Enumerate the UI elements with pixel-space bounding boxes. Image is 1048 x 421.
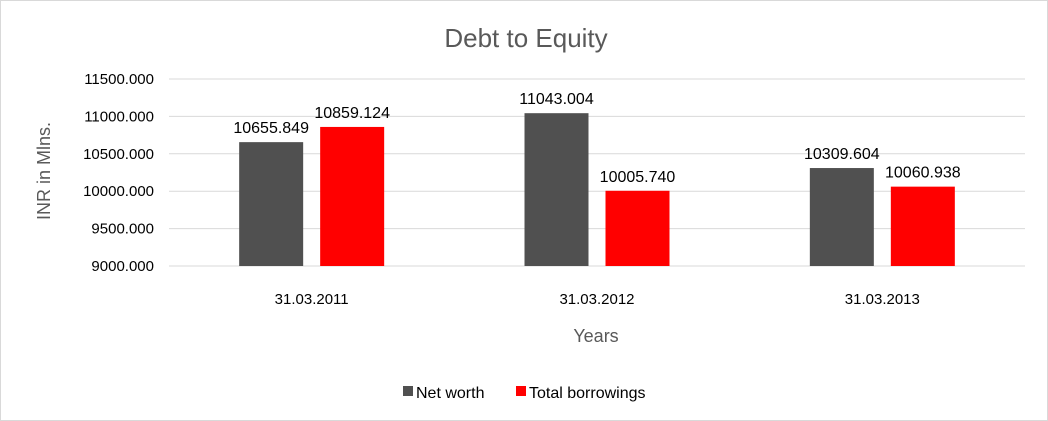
y-axis-ticks: 9000.000 9500.000 10000.000 10500.000 11000.… <box>83 71 154 275</box>
bar-net-worth <box>239 142 304 266</box>
y-tick-label: 9500.000 <box>91 221 154 238</box>
data-labels: 10655.849 10859.124 11043.004 10005.740 1030… <box>233 91 960 186</box>
legend-swatch <box>516 386 526 396</box>
data-label: 10309.604 <box>804 146 880 163</box>
bar-total-borrowings <box>890 186 955 266</box>
x-category-label: 31.03.2011 <box>275 291 349 308</box>
legend-swatch <box>403 386 413 396</box>
legend-label: Net worth <box>416 385 484 402</box>
data-label: 10005.740 <box>600 169 676 186</box>
y-tick-label: 10500.000 <box>83 146 154 163</box>
bar-total-borrowings <box>605 190 670 266</box>
bar-total-borrowings <box>320 126 385 266</box>
data-label: 10060.938 <box>885 165 961 182</box>
legend: Net worth Total borrowings <box>403 385 646 402</box>
x-category-label: 31.03.2012 <box>559 291 634 308</box>
x-axis-categories: 31.03.2011 31.03.2012 31.03.2013 <box>275 291 920 308</box>
data-label: 10655.849 <box>233 120 309 137</box>
y-tick-label: 11000.000 <box>84 108 154 125</box>
bars <box>239 113 955 266</box>
chart-title: Debt to Equity <box>444 23 607 53</box>
data-label: 11043.004 <box>519 91 594 108</box>
y-tick-label: 11500.000 <box>84 71 154 88</box>
bar-net-worth <box>524 113 589 266</box>
bar-net-worth <box>809 168 874 266</box>
legend-label: Total borrowings <box>529 385 646 402</box>
gridlines <box>169 78 1025 267</box>
x-category-label: 31.03.2013 <box>845 291 920 308</box>
y-tick-label: 9000.000 <box>91 258 154 275</box>
y-tick-label: 10000.000 <box>83 183 154 200</box>
x-axis-title: Years <box>573 326 618 346</box>
data-label: 10859.124 <box>314 105 390 122</box>
y-axis-title: INR in Mlns. <box>34 122 54 220</box>
